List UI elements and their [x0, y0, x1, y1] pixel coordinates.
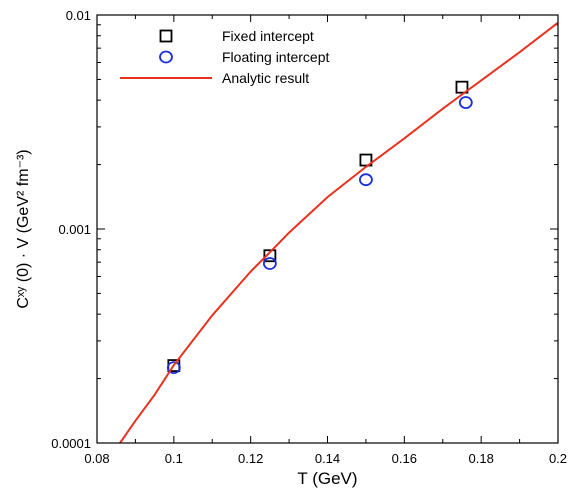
floating-intercept-point [359, 173, 373, 187]
y-axis-label: Cˣʸ (0) · V (GeV² fm⁻³) [15, 149, 32, 308]
fixed-intercept-point [359, 153, 373, 167]
x-tick-label: 0.18 [469, 451, 494, 466]
x-axis-label: T (GeV) [297, 469, 357, 488]
x-tick-label: 0.16 [392, 451, 417, 466]
legend-label: Analytic result [222, 70, 309, 86]
fixed-intercept-point [263, 249, 277, 263]
analytic-result-line [119, 21, 559, 444]
tick-labels: 0.08 0.1 0.12 0.14 0.16 0.18 0.2 0.0001 0.001 0.0… [51, 8, 567, 466]
x-tick-label: 0.14 [315, 451, 340, 466]
legend-square-icon [159, 29, 173, 43]
y-tick-label: 0.001 [58, 222, 91, 237]
floating-intercept-point [166, 361, 181, 375]
series-layer [119, 21, 559, 444]
plot-frame [96, 14, 559, 444]
floating-intercept-point [262, 257, 277, 270]
x-tick-label: 0.1 [165, 451, 183, 466]
floating-intercept-point [458, 96, 473, 109]
legend-label: Floating intercept [222, 49, 330, 65]
y-tick-label: 0.0001 [51, 436, 91, 451]
fixed-intercept-point [455, 80, 469, 94]
legend-label: Fixed intercept [222, 28, 314, 44]
y-tick-label: 0.01 [66, 8, 91, 23]
legend-circle-icon [159, 50, 173, 64]
legend: Fixed intercept Floating intercept Analyti… [120, 28, 330, 86]
x-tick-label: 0.2 [549, 451, 567, 466]
x-tick-label: 0.08 [84, 451, 109, 466]
x-tick-label: 0.12 [238, 451, 263, 466]
